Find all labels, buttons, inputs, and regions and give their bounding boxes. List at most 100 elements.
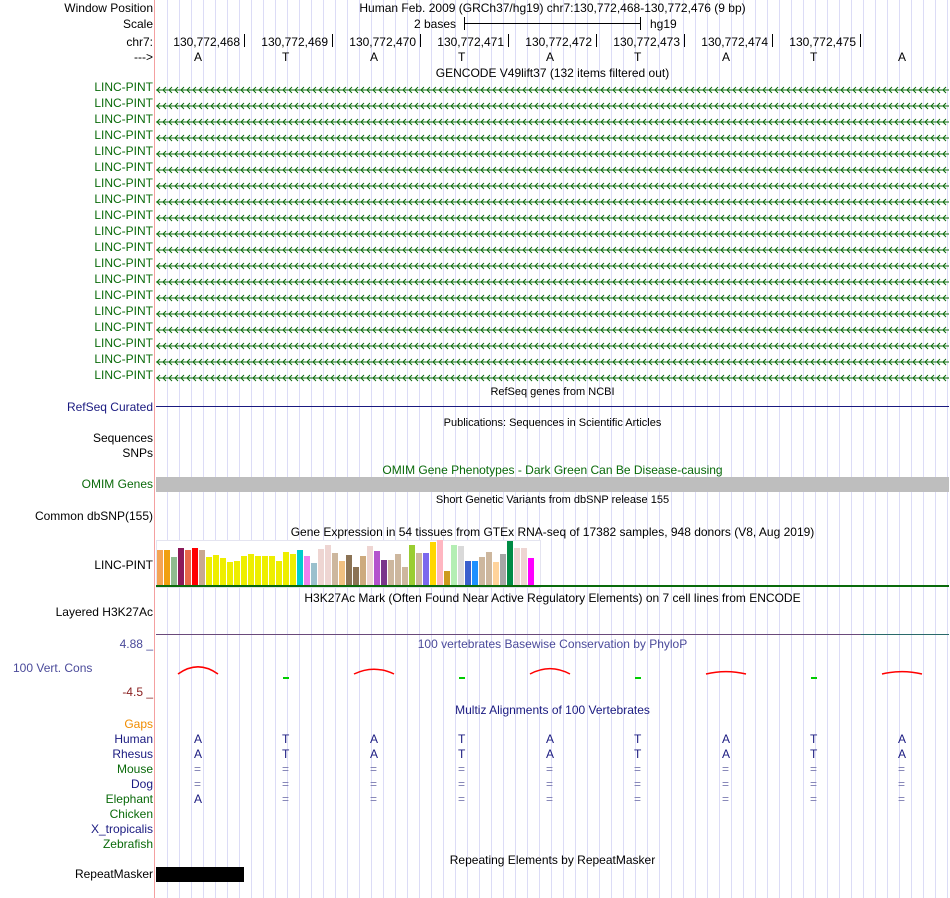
gene-feature-linc-pint[interactable]	[156, 227, 949, 238]
gene-label-linc-pint[interactable]: LINC-PINT	[94, 320, 153, 334]
cons-label[interactable]: 100 Vert. Cons	[13, 661, 93, 675]
gtex-bar[interactable]	[185, 550, 191, 585]
gtex-bar[interactable]	[199, 550, 205, 585]
gene-feature-linc-pint[interactable]	[156, 83, 949, 94]
gene-feature-linc-pint[interactable]	[156, 195, 949, 206]
gene-label-linc-pint[interactable]: LINC-PINT	[94, 368, 153, 382]
gtex-bar[interactable]	[486, 552, 492, 585]
gtex-bar[interactable]	[157, 550, 163, 585]
omim-title[interactable]: OMIM Gene Phenotypes - Dark Green Can Be…	[382, 463, 723, 477]
gtex-bar[interactable]	[318, 549, 324, 585]
gtex-bar[interactable]	[514, 548, 520, 585]
gtex-bar[interactable]	[262, 556, 268, 585]
gene-feature-linc-pint[interactable]	[156, 307, 949, 318]
species-label-chicken[interactable]: Chicken	[109, 807, 153, 821]
gtex-bar[interactable]	[255, 556, 261, 585]
gtex-bar[interactable]	[451, 545, 457, 585]
gene-feature-linc-pint[interactable]	[156, 131, 949, 142]
gtex-bar[interactable]	[465, 561, 471, 585]
gtex-bar[interactable]	[374, 551, 380, 585]
gene-label-linc-pint[interactable]: LINC-PINT	[94, 112, 153, 126]
gtex-bar[interactable]	[479, 557, 485, 585]
gene-label-linc-pint[interactable]: LINC-PINT	[94, 176, 153, 190]
gene-label-linc-pint[interactable]: LINC-PINT	[94, 160, 153, 174]
gtex-bar[interactable]	[444, 571, 450, 585]
gtex-bar[interactable]	[227, 562, 233, 585]
gencode-title[interactable]: GENCODE V49lift37 (132 items filtered ou…	[435, 66, 670, 80]
gtex-bar[interactable]	[283, 552, 289, 585]
gene-feature-linc-pint[interactable]	[156, 115, 949, 126]
gene-label-linc-pint[interactable]: LINC-PINT	[94, 304, 153, 318]
gtex-bar[interactable]	[248, 554, 254, 585]
gtex-bar[interactable]	[178, 548, 184, 585]
gtex-bar[interactable]	[269, 556, 275, 585]
species-label-rhesus[interactable]: Rhesus	[112, 747, 153, 761]
gene-label-linc-pint[interactable]: LINC-PINT	[94, 144, 153, 158]
species-label-elephant[interactable]: Elephant	[105, 792, 153, 806]
gtex-bar[interactable]	[423, 553, 429, 585]
species-label-x_tropicalis[interactable]: X_tropicalis	[90, 822, 153, 836]
publications-title[interactable]: Publications: Sequences in Scientific Ar…	[443, 417, 662, 429]
gtex-bar[interactable]	[437, 540, 443, 585]
gene-feature-linc-pint[interactable]	[156, 243, 949, 254]
gtex-bar[interactable]	[241, 556, 247, 585]
multiz-title[interactable]: Multiz Alignments of 100 Vertebrates	[455, 703, 650, 717]
gtex-bar[interactable]	[311, 563, 317, 585]
gtex-bar[interactable]	[381, 560, 387, 585]
gtex-bar[interactable]	[192, 548, 198, 585]
gtex-bar[interactable]	[507, 541, 513, 585]
gtex-bar[interactable]	[493, 562, 499, 585]
gene-feature-linc-pint[interactable]	[156, 147, 949, 158]
gtex-bar[interactable]	[458, 546, 464, 585]
gtex-bar[interactable]	[206, 557, 212, 585]
gtex-bar[interactable]	[276, 561, 282, 585]
gene-label-linc-pint[interactable]: LINC-PINT	[94, 240, 153, 254]
gene-feature-linc-pint[interactable]	[156, 291, 949, 302]
gene-label-linc-pint[interactable]: LINC-PINT	[94, 272, 153, 286]
gtex-bar[interactable]	[353, 567, 359, 585]
gtex-bar[interactable]	[395, 554, 401, 585]
gtex-label[interactable]: LINC-PINT	[94, 558, 153, 572]
gtex-bar[interactable]	[416, 553, 422, 585]
gene-feature-linc-pint[interactable]	[156, 355, 949, 366]
species-label-human[interactable]: Human	[114, 732, 153, 746]
gene-label-linc-pint[interactable]: LINC-PINT	[94, 288, 153, 302]
repeatmasker-title[interactable]: Repeating Elements by RepeatMasker	[449, 853, 656, 867]
gtex-bar[interactable]	[346, 555, 352, 585]
dbsnp-title[interactable]: Short Genetic Variants from dbSNP releas…	[435, 494, 670, 506]
gtex-bar[interactable]	[297, 550, 303, 585]
gene-label-linc-pint[interactable]: LINC-PINT	[94, 352, 153, 366]
gtex-bar[interactable]	[521, 548, 527, 585]
gene-feature-linc-pint[interactable]	[156, 163, 949, 174]
gtex-bar[interactable]	[528, 558, 534, 585]
gtex-bar[interactable]	[409, 545, 415, 585]
gene-label-linc-pint[interactable]: LINC-PINT	[94, 80, 153, 94]
refseq-gene-line[interactable]	[156, 406, 949, 407]
gene-label-linc-pint[interactable]: LINC-PINT	[94, 224, 153, 238]
refseq-title[interactable]: RefSeq genes from NCBI	[490, 386, 615, 398]
gtex-bar[interactable]	[367, 546, 373, 585]
h3k27ac-label[interactable]: Layered H3K27Ac	[55, 605, 153, 619]
publications-sequences-label[interactable]: Sequences	[92, 431, 153, 445]
gtex-bar[interactable]	[234, 561, 240, 585]
cons-title[interactable]: 100 vertebrates Basewise Conservation by…	[417, 637, 688, 651]
gtex-bar[interactable]	[220, 558, 226, 585]
gene-feature-linc-pint[interactable]	[156, 179, 949, 190]
gtex-title[interactable]: Gene Expression in 54 tissues from GTEx …	[290, 525, 815, 539]
repeat-element-bar[interactable]	[156, 867, 244, 882]
gtex-bar[interactable]	[290, 554, 296, 585]
gtex-bar[interactable]	[388, 560, 394, 585]
gtex-bar[interactable]	[472, 561, 478, 585]
gtex-bar[interactable]	[164, 550, 170, 585]
refseq-label[interactable]: RefSeq Curated	[66, 400, 153, 414]
gtex-bar[interactable]	[325, 545, 331, 585]
gtex-bar[interactable]	[430, 542, 436, 585]
gtex-bar[interactable]	[332, 553, 338, 585]
gtex-bar[interactable]	[213, 555, 219, 585]
gene-feature-linc-pint[interactable]	[156, 323, 949, 334]
dbsnp-label[interactable]: Common dbSNP(155)	[34, 509, 153, 523]
gene-feature-linc-pint[interactable]	[156, 339, 949, 350]
gene-label-linc-pint[interactable]: LINC-PINT	[94, 128, 153, 142]
gtex-bar[interactable]	[304, 556, 310, 585]
gtex-bar[interactable]	[500, 554, 506, 585]
